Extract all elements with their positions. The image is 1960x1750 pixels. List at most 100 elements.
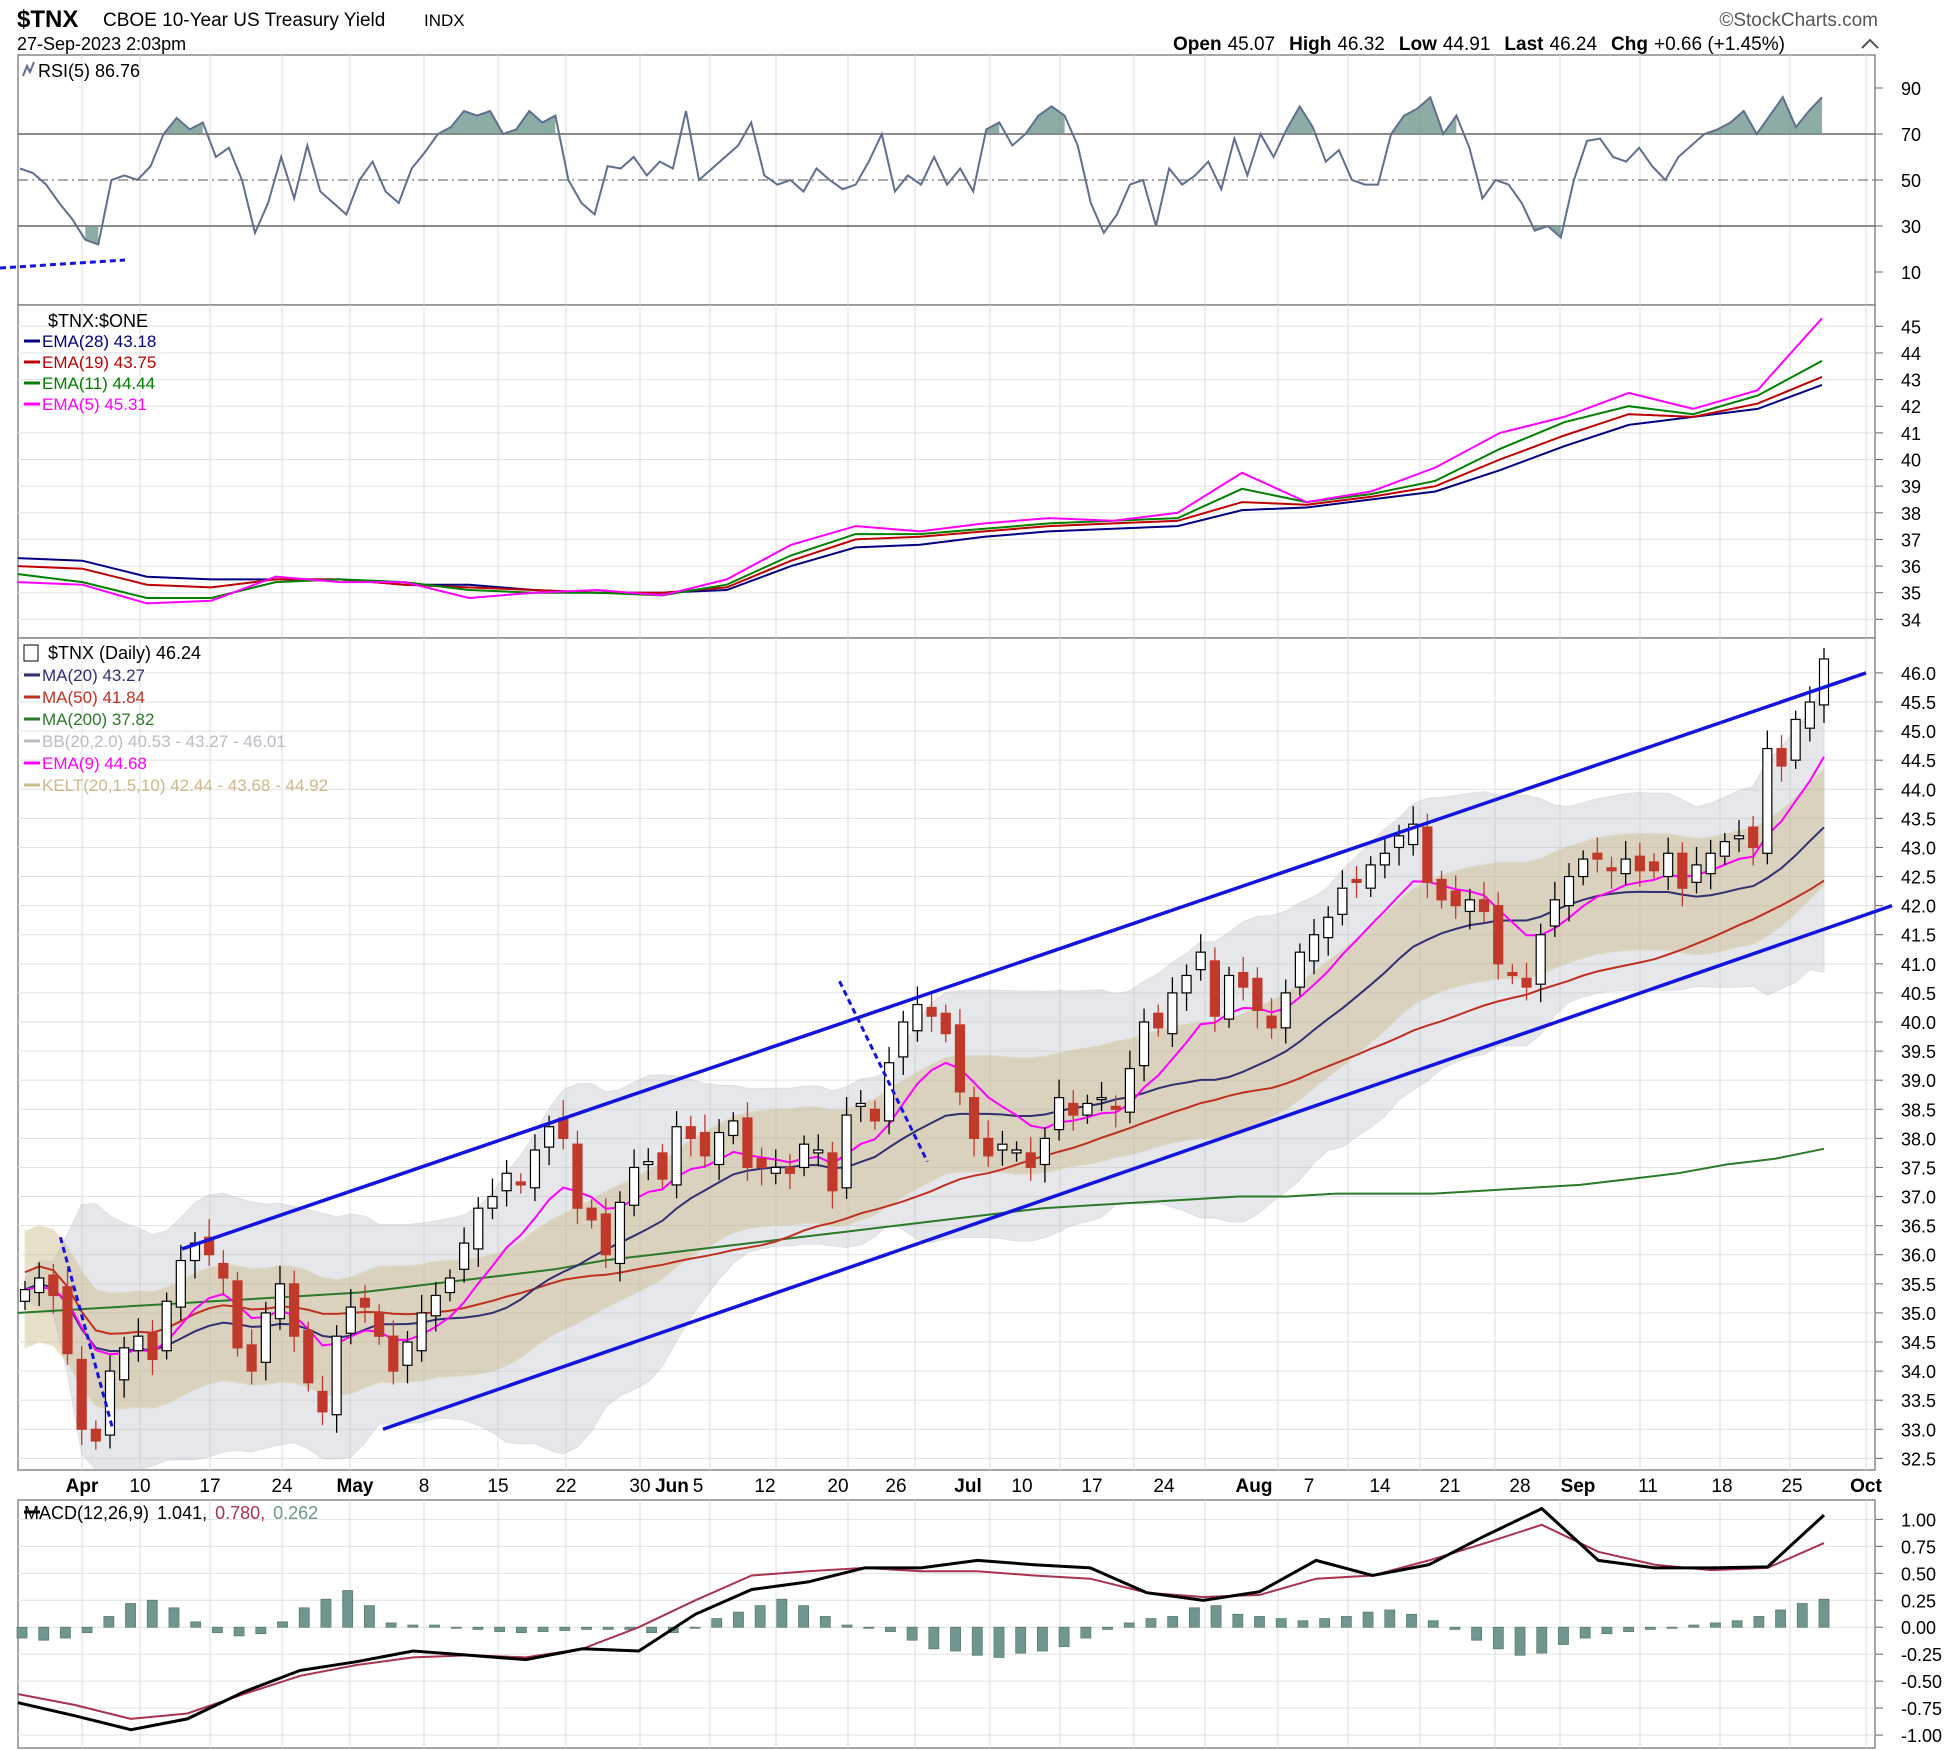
x-axis-label: May (337, 1476, 374, 1497)
ratio-tick-label: 39 (1901, 477, 1921, 497)
candle-body (657, 1152, 668, 1180)
high-value: 46.32 (1337, 34, 1385, 55)
price-tick-label: 38.0 (1901, 1129, 1936, 1149)
macd-legend-macd_value: 1.041, (157, 1503, 207, 1523)
candle-body (1323, 916, 1334, 939)
symbol-name: CBOE 10-Year US Treasury Yield (103, 10, 385, 31)
ratio-legend-ema28: EMA(28) 43.18 (42, 332, 156, 351)
candle-body (76, 1358, 87, 1430)
candle-body (1294, 951, 1305, 988)
ratio-tick-label: 38 (1901, 504, 1921, 524)
chg-label: Chg (1611, 34, 1648, 55)
macd-tick-label: 0.50 (1901, 1564, 1936, 1584)
candle-body (1167, 992, 1178, 1035)
x-axis-label: 30 (629, 1476, 650, 1497)
macd-hist-bar (819, 1616, 831, 1628)
candle-body (1719, 841, 1730, 857)
macd-hist-bar (1818, 1598, 1830, 1628)
macd-tick-label: 0.25 (1901, 1591, 1936, 1611)
price-tick-label: 40.5 (1901, 984, 1936, 1004)
candle-body (119, 1347, 130, 1381)
candle-body (728, 1120, 739, 1137)
ratio-legend-ema11: EMA(11) 44.44 (42, 374, 155, 393)
macd-hist-bar (515, 1626, 527, 1634)
macd-signal-line (17, 1523, 1825, 1720)
candle-body (1110, 1105, 1121, 1110)
candle-body (1620, 858, 1631, 875)
macd-hist-bar (1015, 1626, 1027, 1654)
candle-body (798, 1143, 810, 1169)
ratio-title: $TNX:$ONE (48, 311, 148, 331)
macd-hist-bar (733, 1611, 744, 1628)
ratio-tick-label: 45 (1901, 317, 1921, 337)
candle-body (685, 1126, 696, 1139)
x-axis-label: 15 (487, 1476, 508, 1497)
candle-body (515, 1181, 526, 1186)
chevron-up-icon[interactable] (1861, 38, 1879, 49)
price-title: $TNX (Daily) 46.24 (48, 643, 201, 663)
macd-tick-label: 0.75 (1901, 1537, 1936, 1557)
candle-body (1748, 826, 1759, 849)
candle-body (1223, 974, 1235, 1020)
candle-body (19, 1289, 31, 1302)
x-axis-label: 22 (555, 1476, 576, 1497)
macd-hist-bar (559, 1626, 571, 1631)
macd-hist-bar (1123, 1622, 1135, 1628)
candle-body (1252, 977, 1263, 1011)
macd-legend-signal_value: 0.780, (215, 1503, 265, 1523)
macd-hist-bar (429, 1624, 440, 1628)
candle-body (784, 1166, 796, 1174)
candle-body (161, 1300, 172, 1352)
candle-body (473, 1207, 484, 1250)
price-tick-label: 33.5 (1901, 1391, 1936, 1411)
x-axis-label: 12 (754, 1476, 775, 1497)
candle-body (813, 1149, 824, 1154)
channel-dash-line (838, 980, 929, 1163)
candle-body (1025, 1152, 1036, 1169)
ratio-series-ema5 (17, 317, 1823, 605)
candle-body (1280, 992, 1291, 1029)
macd-hist-bar (1037, 1626, 1048, 1652)
macd-hist-bar (1167, 1616, 1179, 1628)
candle-body (1422, 826, 1433, 883)
ohlc-readout: Open 45.07 High 46.32 Low 44.91 Last 46.24 Chg +0… (1173, 34, 1785, 55)
candle-body (1153, 1012, 1164, 1029)
x-axis-label: 7 (1304, 1476, 1315, 1497)
candle-body (968, 1097, 980, 1139)
price-tick-label: 41.5 (1901, 926, 1936, 946)
candle-body (586, 1207, 597, 1221)
candle-body (1521, 977, 1532, 988)
ratio-tick-label: 44 (1901, 344, 1921, 364)
macd-hist-bar (472, 1626, 484, 1630)
rsi-legend-icon (22, 61, 35, 77)
macd-hist-bar (1145, 1618, 1157, 1628)
macd-hist-bar (1471, 1626, 1483, 1641)
x-axis-label: Jun (655, 1476, 689, 1497)
candle-body (374, 1312, 385, 1337)
channel-upper-line (181, 671, 1867, 1251)
rsi-overbought-fill (1534, 226, 1561, 238)
symbol-title: $TNX (17, 6, 78, 33)
low-label: Low (1399, 34, 1437, 55)
rsi-tick-label: 70 (1901, 125, 1921, 145)
x-axis-label: 21 (1439, 1476, 1460, 1497)
macd-hist-bar (1710, 1622, 1721, 1628)
candle-body (983, 1137, 994, 1157)
macd-hist-bar (1406, 1613, 1417, 1628)
price-legend-item: KELT(20,1.5,10) 42.44 - 43.68 - 44.92 (42, 776, 328, 795)
macd-hist-bar (1753, 1616, 1765, 1628)
candle-body (1563, 875, 1575, 907)
candle-body (1393, 835, 1405, 849)
candle-body (1238, 971, 1249, 988)
candle-body (1124, 1067, 1135, 1113)
ema9-line (24, 756, 1825, 1356)
price-tick-label: 34.0 (1901, 1362, 1936, 1382)
ratio-tick-label: 34 (1901, 610, 1921, 630)
macd-hist-bar (363, 1605, 375, 1628)
macd-tick-label: -1.00 (1901, 1726, 1942, 1746)
channel-dash-line (58, 1236, 115, 1430)
macd-hist-bar (103, 1616, 115, 1628)
candle-body (1818, 658, 1830, 706)
x-axis-label: 11 (1638, 1476, 1658, 1497)
macd-hist-bar (1319, 1618, 1331, 1628)
